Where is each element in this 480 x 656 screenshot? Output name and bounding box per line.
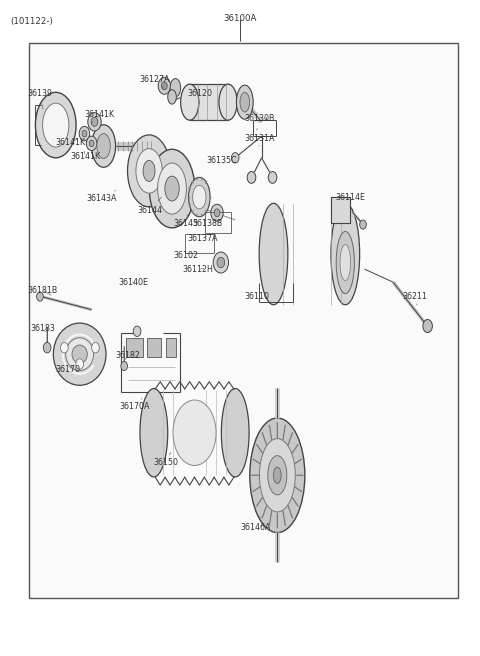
Text: 36145: 36145 bbox=[173, 215, 198, 228]
Circle shape bbox=[360, 220, 366, 229]
Text: 36183: 36183 bbox=[31, 323, 56, 333]
Ellipse shape bbox=[240, 92, 250, 112]
Bar bbox=[68, 159, 211, 280]
Circle shape bbox=[268, 172, 277, 183]
Text: 36137A: 36137A bbox=[187, 234, 218, 243]
Ellipse shape bbox=[43, 103, 69, 147]
Bar bbox=[29, 43, 458, 598]
Text: 36112H: 36112H bbox=[182, 264, 214, 274]
Ellipse shape bbox=[331, 203, 360, 305]
Bar bbox=[274, 203, 345, 305]
Text: 36140E: 36140E bbox=[118, 277, 148, 287]
Ellipse shape bbox=[149, 150, 195, 228]
Circle shape bbox=[158, 77, 170, 94]
Text: 36146A: 36146A bbox=[240, 516, 270, 532]
Bar bbox=[166, 338, 176, 358]
Circle shape bbox=[217, 257, 225, 268]
Ellipse shape bbox=[143, 161, 155, 181]
Bar bbox=[147, 338, 161, 358]
Ellipse shape bbox=[274, 467, 281, 483]
Ellipse shape bbox=[192, 185, 206, 209]
Text: (101122-): (101122-) bbox=[10, 17, 53, 26]
Circle shape bbox=[60, 342, 68, 353]
Bar bbox=[126, 338, 143, 358]
Text: 36130B: 36130B bbox=[245, 114, 275, 131]
Circle shape bbox=[213, 252, 228, 273]
Ellipse shape bbox=[259, 439, 295, 512]
Text: 36150: 36150 bbox=[154, 453, 179, 466]
Circle shape bbox=[92, 342, 99, 353]
Ellipse shape bbox=[36, 92, 76, 158]
Polygon shape bbox=[331, 197, 350, 223]
Circle shape bbox=[91, 117, 98, 127]
Text: 36110: 36110 bbox=[245, 292, 270, 301]
Circle shape bbox=[89, 140, 94, 147]
Circle shape bbox=[161, 82, 167, 90]
Text: 36170A: 36170A bbox=[120, 399, 150, 411]
Text: 36211: 36211 bbox=[403, 292, 428, 305]
Circle shape bbox=[88, 113, 101, 131]
Text: 36135C: 36135C bbox=[206, 156, 237, 165]
Text: 36120: 36120 bbox=[187, 89, 212, 104]
Ellipse shape bbox=[136, 149, 162, 193]
Circle shape bbox=[247, 172, 256, 183]
Circle shape bbox=[214, 209, 220, 216]
Text: 36114E: 36114E bbox=[336, 193, 366, 207]
Bar bbox=[190, 84, 228, 120]
Circle shape bbox=[133, 326, 141, 337]
Ellipse shape bbox=[53, 323, 106, 385]
Circle shape bbox=[121, 361, 128, 371]
Text: 36143A: 36143A bbox=[87, 190, 117, 203]
Text: 36181B: 36181B bbox=[27, 285, 57, 295]
Ellipse shape bbox=[221, 388, 249, 477]
Circle shape bbox=[36, 292, 43, 301]
Ellipse shape bbox=[250, 418, 305, 533]
Ellipse shape bbox=[336, 232, 354, 294]
Text: 36102: 36102 bbox=[173, 251, 198, 260]
Circle shape bbox=[211, 204, 223, 221]
Ellipse shape bbox=[189, 177, 210, 216]
Text: 36138B: 36138B bbox=[192, 218, 222, 228]
Circle shape bbox=[43, 342, 51, 353]
Ellipse shape bbox=[92, 125, 116, 167]
Ellipse shape bbox=[66, 338, 94, 371]
Bar bbox=[94, 380, 293, 570]
Text: 36144: 36144 bbox=[137, 197, 162, 215]
Text: 36100A: 36100A bbox=[223, 14, 257, 23]
Circle shape bbox=[76, 359, 84, 369]
Text: 36131A: 36131A bbox=[245, 134, 275, 146]
Ellipse shape bbox=[180, 84, 199, 120]
Text: 36170: 36170 bbox=[56, 365, 81, 375]
Circle shape bbox=[231, 153, 239, 163]
Ellipse shape bbox=[268, 456, 287, 495]
Circle shape bbox=[86, 136, 97, 151]
Text: 36141K: 36141K bbox=[70, 152, 100, 161]
Ellipse shape bbox=[157, 163, 186, 214]
Text: 36127A: 36127A bbox=[140, 75, 170, 88]
Ellipse shape bbox=[128, 135, 170, 207]
Text: 36139: 36139 bbox=[27, 89, 52, 110]
Ellipse shape bbox=[340, 245, 350, 281]
Bar bbox=[154, 389, 235, 478]
Bar bbox=[185, 234, 214, 253]
Text: 36141K: 36141K bbox=[56, 138, 86, 146]
Ellipse shape bbox=[97, 134, 110, 159]
Bar bbox=[204, 212, 231, 233]
Ellipse shape bbox=[140, 388, 168, 477]
Circle shape bbox=[79, 127, 90, 141]
Circle shape bbox=[423, 319, 432, 333]
Ellipse shape bbox=[72, 345, 87, 363]
Ellipse shape bbox=[173, 400, 216, 466]
Text: 36182: 36182 bbox=[116, 351, 141, 360]
Ellipse shape bbox=[165, 176, 179, 201]
Ellipse shape bbox=[170, 79, 180, 97]
Ellipse shape bbox=[237, 85, 253, 119]
Ellipse shape bbox=[219, 84, 237, 120]
Ellipse shape bbox=[259, 203, 288, 305]
Text: 36141K: 36141K bbox=[84, 110, 115, 123]
Ellipse shape bbox=[168, 90, 176, 104]
Circle shape bbox=[82, 131, 87, 137]
